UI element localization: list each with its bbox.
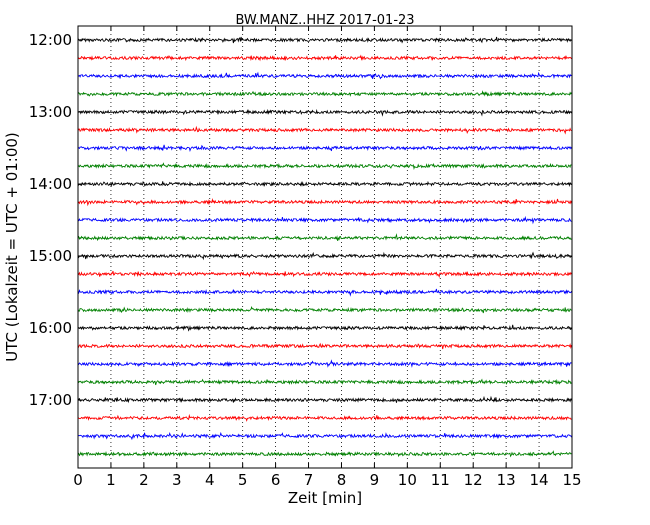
trace-line (77, 215, 572, 225)
y-tick-label: 15:00 (29, 247, 72, 265)
y-tick-label: 16:00 (29, 319, 72, 337)
trace-line (77, 180, 572, 187)
chart-title: BW.MANZ..HHZ 2017-01-23 (235, 13, 414, 28)
y-tick-label: 13:00 (29, 103, 72, 121)
x-tick-label: 5 (238, 471, 248, 489)
x-tick-label: 13 (497, 471, 516, 489)
y-axis-label: UTC (Lokalzeit = UTC + 01:00) (3, 132, 21, 362)
x-tick-label: 2 (139, 471, 149, 489)
plot-frame (77, 25, 573, 469)
x-tick-label: 4 (205, 471, 215, 489)
trace-line (77, 90, 572, 97)
trace-line (77, 413, 572, 422)
x-axis-label: Zeit [min] (288, 489, 362, 507)
x-tick-label: 6 (271, 471, 281, 489)
x-tick-label: 7 (304, 471, 314, 489)
axis-ticks: 0 1 2 3 4 5 6 7 8 9 10 11 12 13 14 1512:0013:0014:0015:… (29, 26, 582, 489)
x-tick-label: 3 (172, 471, 182, 489)
trace-line (77, 251, 572, 261)
trace-line (77, 288, 572, 297)
seismogram-traces (77, 36, 572, 458)
trace-line (77, 342, 572, 350)
trace-line (77, 233, 572, 242)
y-tick-label: 12:00 (29, 31, 72, 49)
x-tick-label: 15 (562, 471, 581, 489)
trace-line (77, 305, 572, 314)
x-tick-label: 11 (431, 471, 450, 489)
x-tick-label: 10 (398, 471, 417, 489)
trace-line (77, 125, 572, 135)
trace-line (77, 359, 572, 368)
trace-line (77, 108, 572, 117)
grid-lines (110, 26, 540, 468)
x-tick-label: 14 (530, 471, 549, 489)
y-tick-label: 17:00 (29, 391, 72, 409)
x-tick-label: 1 (106, 471, 116, 489)
trace-line (77, 270, 572, 279)
trace-line (77, 36, 572, 44)
trace-line (77, 395, 572, 404)
trace-line (77, 54, 572, 62)
trace-line (77, 324, 572, 332)
y-tick-label: 14:00 (29, 175, 72, 193)
trace-line (77, 431, 572, 441)
trace-line (77, 144, 572, 153)
x-tick-label: 12 (464, 471, 483, 489)
x-tick-label: 9 (370, 471, 380, 489)
x-tick-label: 8 (337, 471, 347, 489)
trace-line (77, 378, 572, 386)
trace-line (77, 450, 572, 458)
trace-line (77, 198, 572, 207)
trace-line (77, 162, 572, 171)
x-tick-label: 0 (73, 471, 83, 489)
trace-line (77, 71, 572, 80)
